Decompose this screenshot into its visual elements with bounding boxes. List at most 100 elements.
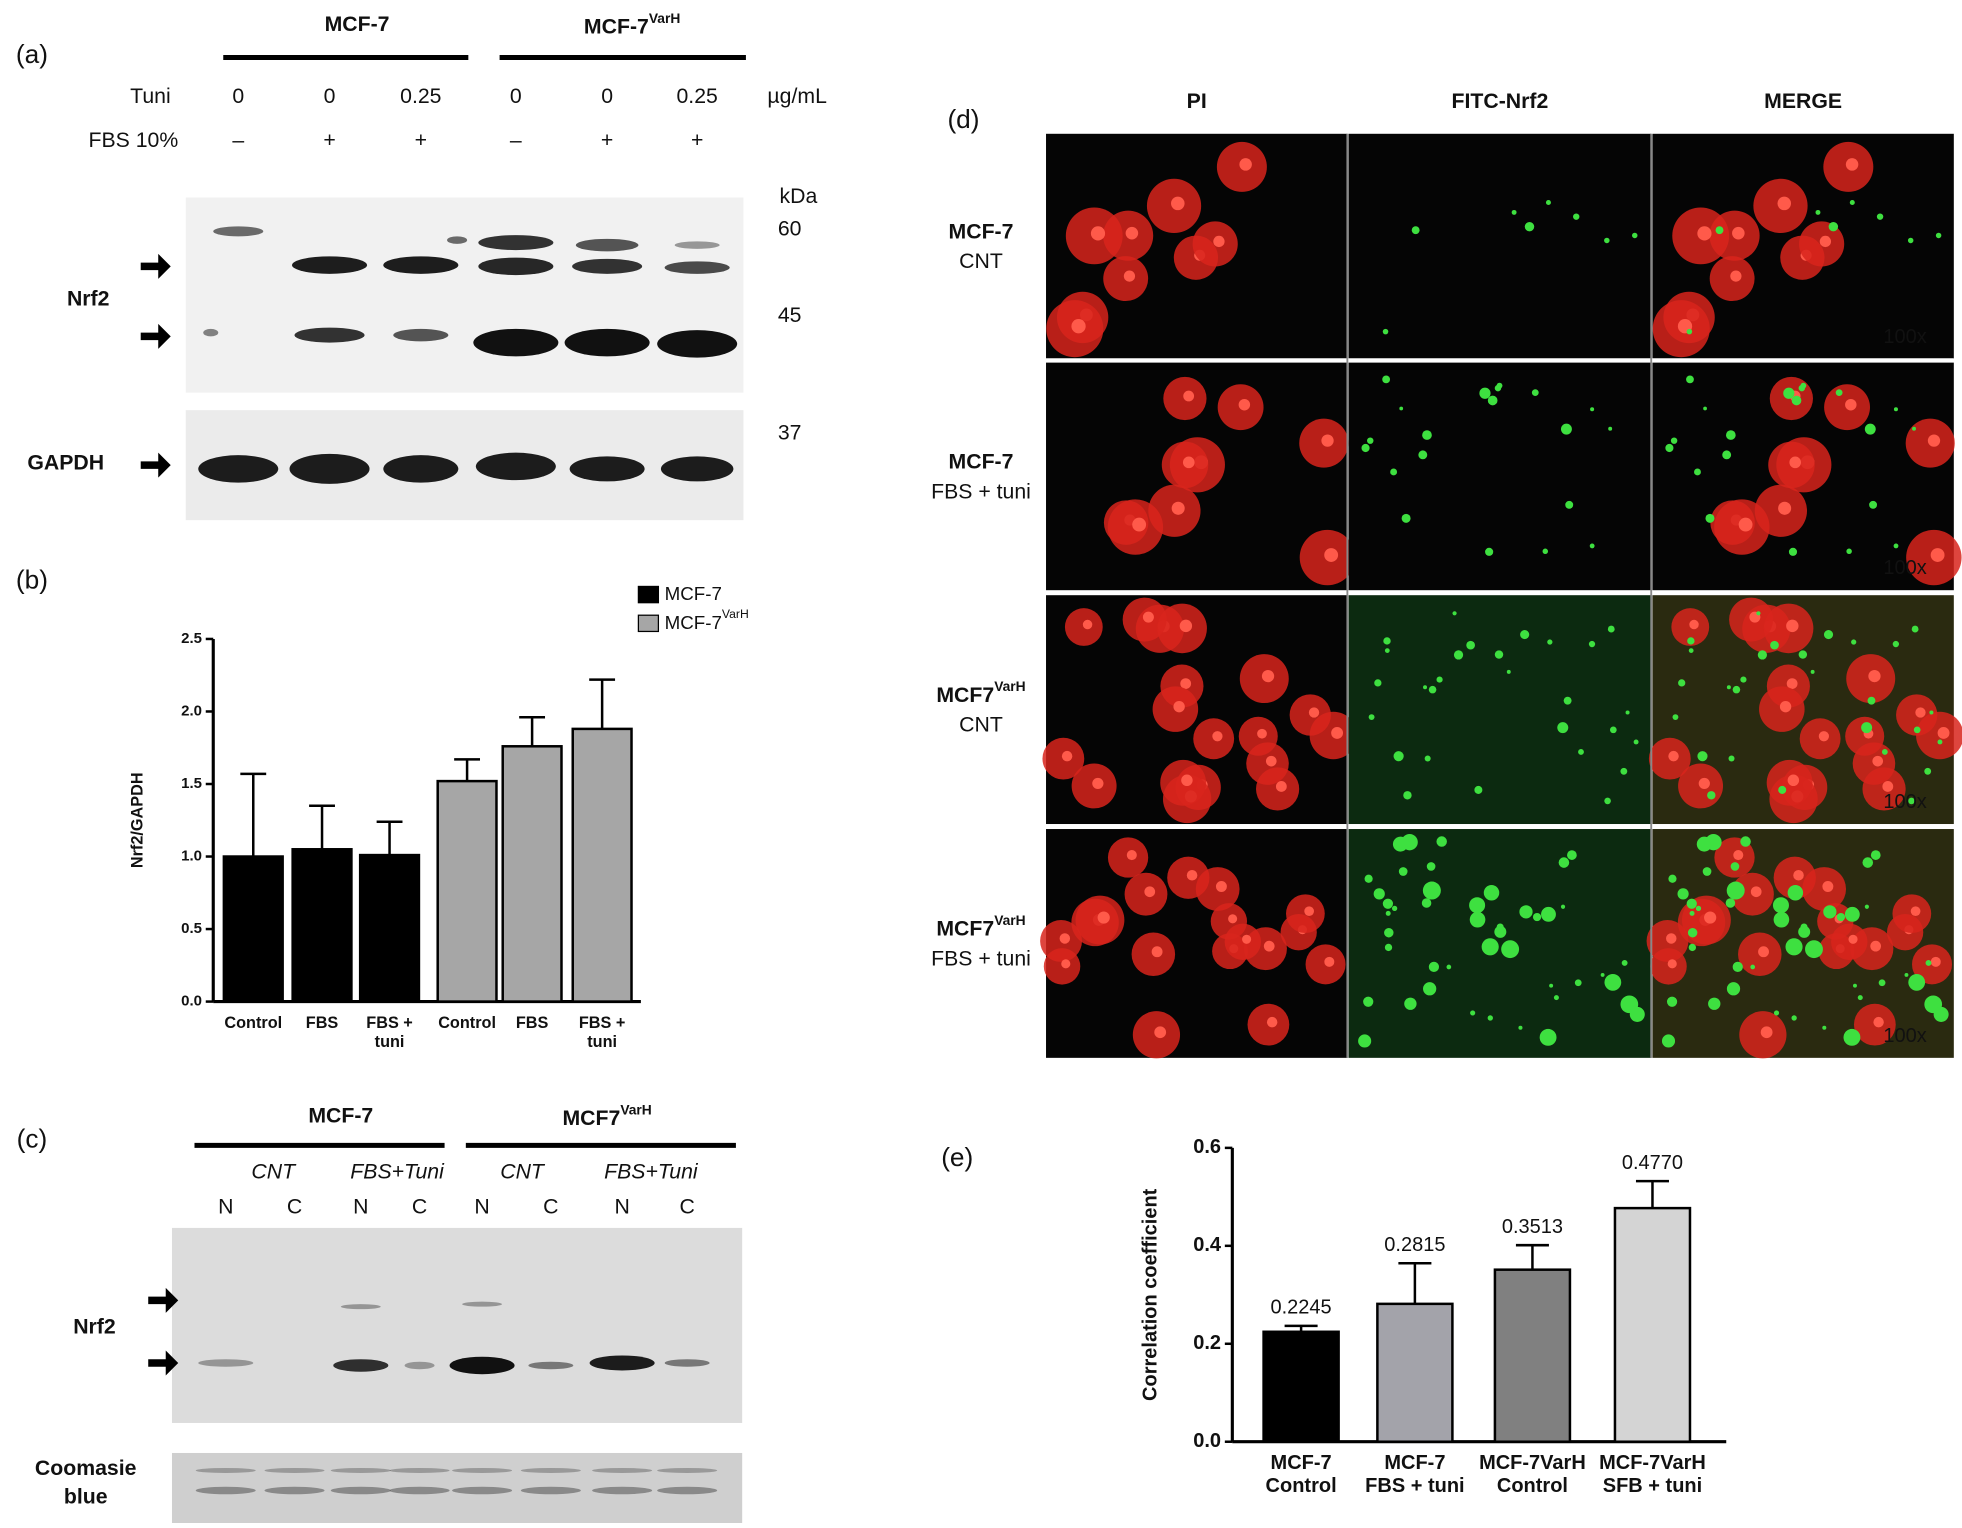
nrf2-signal [1411, 226, 1420, 235]
x-tick-line: SFB + tuni [1603, 1476, 1702, 1498]
blot [171, 1227, 743, 1423]
blot-band [264, 1467, 325, 1473]
x-tick-line: Control [224, 1014, 282, 1032]
error-bar [1398, 1261, 1432, 1304]
nucleolus [1239, 158, 1252, 171]
x-tick-label: MCF-7VarH Control [1479, 1453, 1586, 1498]
nucleolus [1142, 611, 1154, 623]
nucleolus [1213, 235, 1225, 248]
legend-swatch [637, 614, 660, 633]
nrf2-signal [1481, 938, 1499, 956]
blot-band [195, 1486, 256, 1495]
nrf2-signal [1694, 468, 1701, 476]
blot-band [572, 258, 643, 274]
nrf2-signal [1604, 797, 1611, 805]
nrf2-signal [1666, 996, 1678, 1007]
value-label: 0.3513 [1502, 1216, 1563, 1238]
nucleolus [1331, 727, 1344, 739]
condition: FBS+Tuni [350, 1159, 445, 1183]
nrf2-signal [1670, 437, 1678, 444]
blot-band [213, 226, 264, 237]
marker-weight: 60 [778, 217, 802, 241]
nrf2-signal [1687, 637, 1695, 645]
blot [185, 197, 744, 393]
blot-band [592, 1467, 653, 1473]
blot-band [478, 257, 554, 276]
nucleolus [1228, 914, 1238, 924]
nucleolus [1171, 196, 1185, 211]
blot-band [520, 1467, 581, 1473]
nrf2-signal [1835, 389, 1843, 397]
nrf2-signal [1364, 874, 1373, 883]
blot-band [462, 1301, 503, 1307]
nucleolus [1324, 548, 1339, 562]
stain-label: Coomasie [35, 1456, 137, 1480]
nrf2-signal [1518, 1025, 1523, 1030]
group-label-main: MCF-7 [584, 14, 649, 38]
nrf2-signal [1707, 791, 1716, 800]
blot-band [195, 1467, 256, 1473]
blot-band [383, 455, 459, 483]
nrf2-signal [1935, 232, 1942, 239]
nrf2-signal [1924, 995, 1943, 1014]
nucleolus [1787, 774, 1800, 787]
nrf2-signal [1722, 450, 1732, 460]
x-tick-label: MCF-7 Control [1266, 1453, 1337, 1498]
nucleolus [1845, 398, 1857, 411]
nrf2-signal [1702, 867, 1712, 876]
nrf2-signal [1578, 749, 1584, 755]
nucleolus [1126, 849, 1137, 861]
nucleolus [1789, 456, 1802, 469]
nucleolus [1870, 940, 1882, 952]
x-tick-label: FBS + tuni [579, 1014, 626, 1051]
nrf2-signal [1573, 213, 1580, 220]
marker-weight: 45 [778, 303, 802, 327]
panel-label: (e) [941, 1142, 973, 1172]
nrf2-signal [1661, 1034, 1676, 1048]
y-tick-label: 0.2 [1193, 1332, 1221, 1354]
blot-band [389, 1486, 450, 1495]
row-condition: FBS + tuni [931, 479, 1031, 503]
nrf2-signal [1876, 213, 1884, 220]
nrf2-signal [1937, 739, 1943, 745]
nucleolus [1266, 1016, 1278, 1028]
row-name-main: MCF-7 [949, 449, 1014, 473]
nrf2-signal [1487, 1015, 1493, 1021]
nrf2-signal [1361, 443, 1370, 453]
dose: 0 [232, 84, 244, 108]
group-label: MCF7VarH [562, 1101, 651, 1130]
nucleolus [1132, 517, 1147, 532]
nrf2-signal [1428, 961, 1440, 973]
nrf2-signal [1358, 1034, 1372, 1048]
nucleolus [1738, 517, 1753, 532]
nrf2-signal [1677, 888, 1689, 900]
nrf2-signal [1687, 927, 1698, 938]
nrf2-signal [1382, 375, 1391, 384]
x-tick-label: FBS [516, 1014, 549, 1032]
nrf2-signal [1787, 885, 1804, 901]
blot-band [292, 256, 368, 274]
bar [291, 848, 353, 1003]
nrf2-signal [1560, 423, 1572, 435]
nrf2-signal [1772, 897, 1789, 914]
value-label: 0.2815 [1384, 1234, 1445, 1256]
nucleolus [1154, 1026, 1167, 1039]
blot-band [575, 238, 639, 252]
nrf2-signal [1557, 722, 1569, 734]
nrf2-signal [1686, 375, 1694, 384]
nucleolus [1181, 774, 1193, 787]
nrf2-signal [1823, 630, 1834, 640]
x-tick-label: MCF-7VarH SFB + tuni [1599, 1453, 1706, 1498]
nrf2-signal [1852, 983, 1857, 988]
nrf2-signal [1506, 669, 1511, 674]
x-tick-line: Control [438, 1014, 496, 1032]
nrf2-signal [1519, 905, 1533, 919]
nrf2-signal [1421, 898, 1432, 908]
nrf2-signal [1604, 973, 1622, 991]
nucleolus [1265, 755, 1277, 767]
nucleolus [1818, 731, 1829, 742]
x-tick-line: MCF-7 [1271, 1453, 1332, 1475]
x-tick-line: MCF-7 [1384, 1453, 1445, 1475]
micrograph [1348, 595, 1652, 825]
nucleolus [1275, 781, 1287, 792]
